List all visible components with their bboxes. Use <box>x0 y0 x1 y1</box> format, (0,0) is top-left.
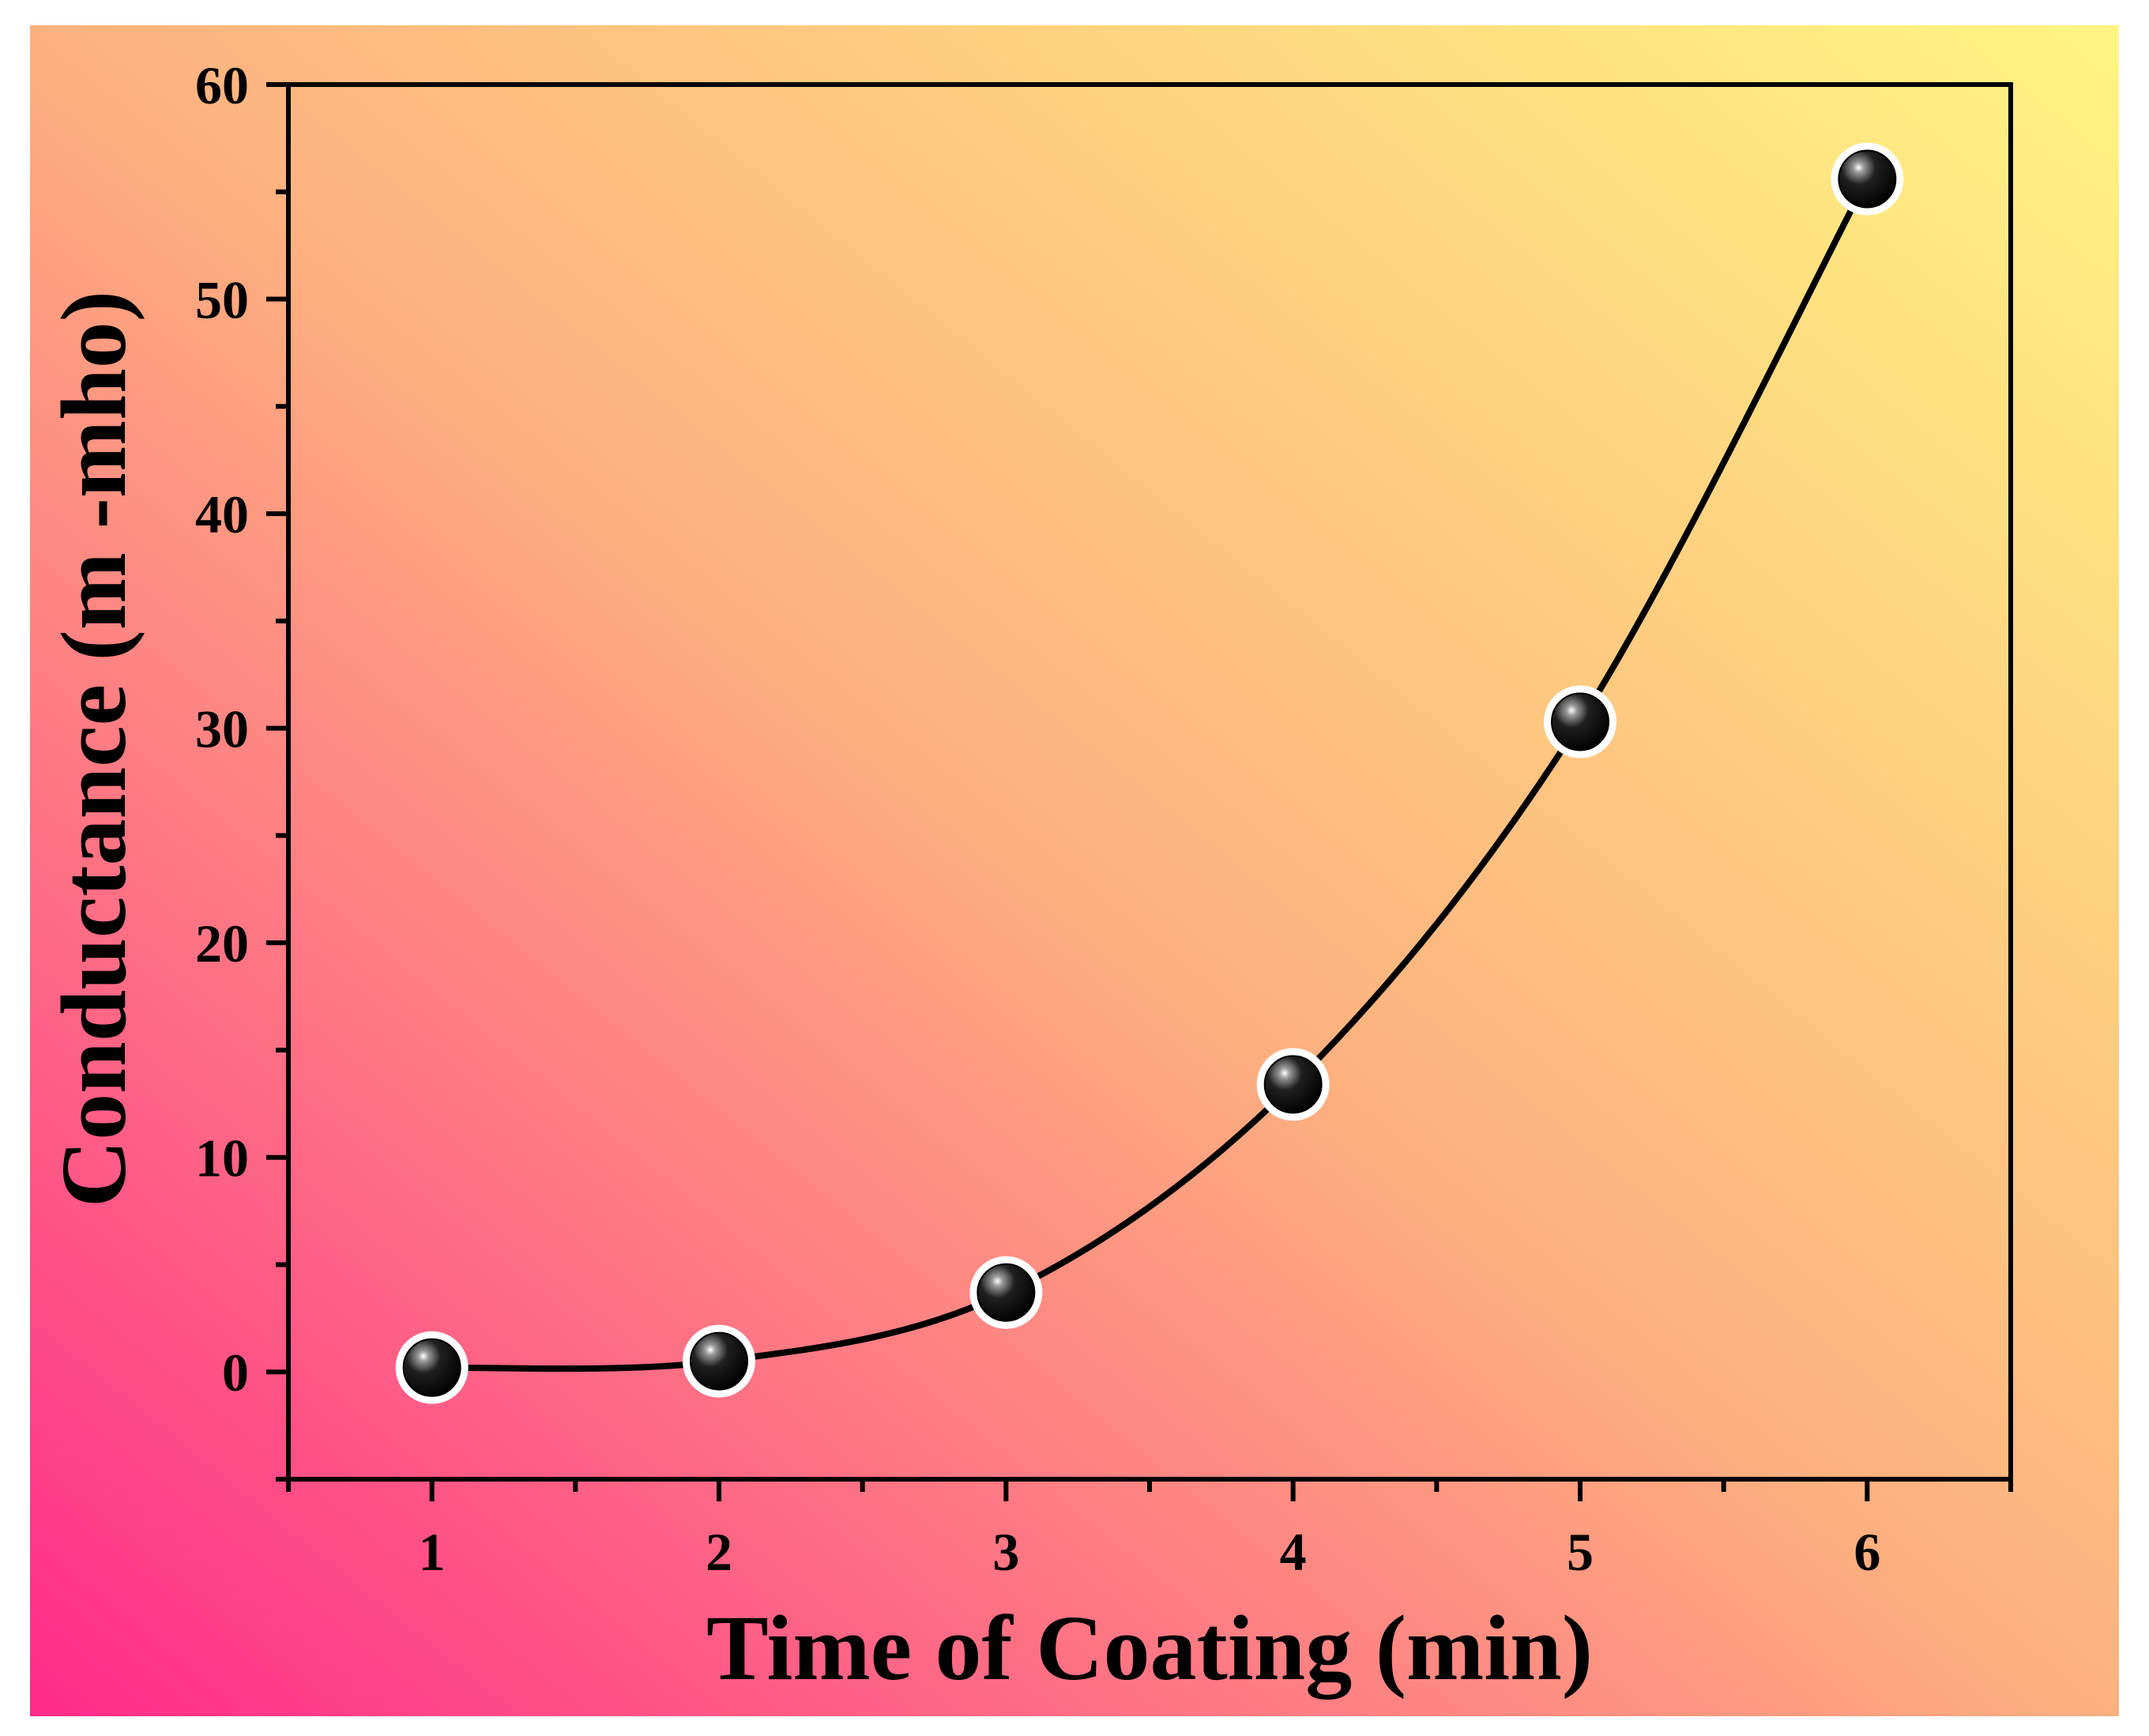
y-axis-title: Conductance (m -mho) <box>42 291 145 1207</box>
data-points <box>395 142 1904 1404</box>
plot-frame <box>286 82 2013 1482</box>
chart-background <box>30 25 2119 1716</box>
data-point-marker <box>402 1338 461 1397</box>
data-point-marker <box>1551 692 1609 751</box>
data-point-1 <box>395 1331 469 1404</box>
data-point-5 <box>1544 685 1616 759</box>
x-tick-label-5: 5 <box>1567 1522 1594 1582</box>
y-tick-label-50: 50 <box>195 270 249 330</box>
y-tick-label-40: 40 <box>195 484 249 544</box>
data-point-6 <box>1831 142 1904 216</box>
data-point-4 <box>1256 1048 1330 1121</box>
data-point-2 <box>683 1324 755 1398</box>
data-point-marker <box>977 1263 1036 1322</box>
x-tick-label-3: 3 <box>992 1522 1019 1582</box>
y-tick-label-0: 0 <box>222 1342 249 1403</box>
data-point-marker <box>690 1331 748 1391</box>
y-tick-label-20: 20 <box>195 913 249 973</box>
data-point-3 <box>969 1256 1043 1329</box>
y-tick-label-30: 30 <box>195 699 249 759</box>
x-tick-label-2: 2 <box>706 1522 732 1582</box>
x-tick-label-1: 1 <box>419 1522 446 1582</box>
x-axis-title: Time of Coating (min) <box>706 1596 1593 1700</box>
y-tick-label-60: 60 <box>195 55 249 115</box>
y-tick-label-10: 10 <box>195 1128 249 1188</box>
y-axis-tick-labels: 0 10 20 30 40 50 60 <box>195 55 249 1403</box>
x-tick-label-4: 4 <box>1280 1522 1307 1582</box>
x-tick-label-6: 6 <box>1854 1522 1880 1582</box>
data-point-marker <box>1838 149 1897 209</box>
x-axis-tick-labels: 1 2 3 4 5 6 <box>419 1522 1881 1582</box>
data-point-marker <box>1263 1055 1323 1114</box>
